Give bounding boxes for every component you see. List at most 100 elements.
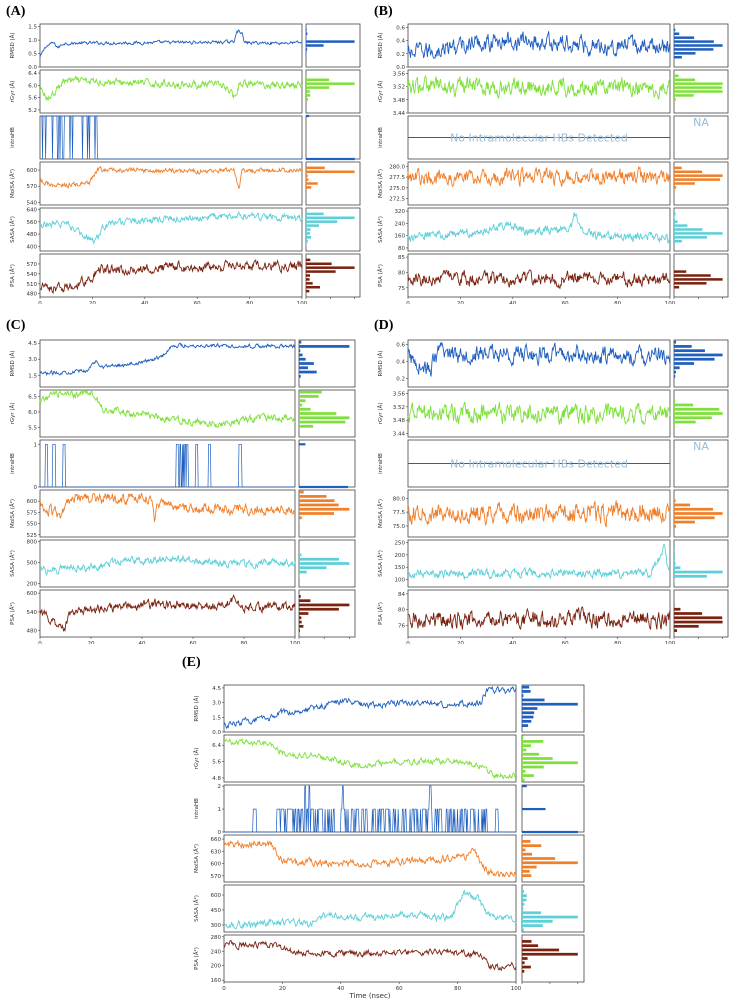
hist-bar bbox=[522, 690, 531, 693]
ylabel: PSA (Å²) bbox=[9, 602, 16, 625]
hist-bar bbox=[522, 969, 525, 973]
panel-b-label: (B) bbox=[374, 4, 393, 19]
plot-frame bbox=[39, 23, 303, 68]
hist-bar bbox=[306, 170, 355, 174]
xtick-label: 60 bbox=[194, 301, 201, 304]
hist-bar bbox=[522, 894, 527, 898]
ytick-label: 480 bbox=[27, 292, 38, 298]
hist-bar bbox=[522, 915, 578, 919]
panel-a: (A) RMSD (Å) 0.0 0.5 1.0 1.5 rGyr (Å) 5.2 5.6 6.… bbox=[4, 4, 362, 304]
ylabel: rGyr (Å) bbox=[9, 403, 16, 425]
plot-frame bbox=[223, 734, 517, 783]
ytick-label: 3.0 bbox=[212, 701, 221, 707]
series-line bbox=[407, 212, 671, 244]
ytick-label: 550 bbox=[27, 522, 38, 528]
hist-bar bbox=[522, 952, 578, 956]
xtick-label: 0 bbox=[406, 301, 410, 304]
hist-bar bbox=[674, 74, 679, 78]
hist-bar bbox=[674, 562, 676, 565]
hist-bar bbox=[674, 353, 723, 357]
ytick-label: 500 bbox=[27, 560, 38, 566]
hist-bar bbox=[299, 516, 302, 520]
ylabel: MolSA (Å²) bbox=[9, 499, 16, 528]
hist-bar bbox=[299, 499, 335, 503]
ytick-label: 660 bbox=[211, 837, 222, 843]
hist-bar bbox=[674, 403, 694, 407]
plot-frame bbox=[39, 253, 303, 298]
hist-bar bbox=[299, 629, 300, 632]
plot-frame bbox=[39, 489, 296, 538]
hist-bar bbox=[674, 579, 675, 582]
row-intraHB: intraHB No Intramolecular HBs Detected NA bbox=[378, 439, 729, 488]
hist-bar bbox=[674, 624, 699, 628]
plot-frame bbox=[39, 115, 303, 160]
hist-bar bbox=[674, 170, 703, 174]
row-intraHB: intraHB 0 1 bbox=[10, 439, 356, 491]
ytick-label: 3.52 bbox=[393, 85, 405, 91]
ytick-label: 510 bbox=[27, 282, 38, 288]
hist-bar bbox=[522, 852, 533, 856]
xtick-label: 0 bbox=[38, 301, 42, 304]
hist-bar bbox=[674, 499, 676, 503]
hist-bar bbox=[299, 553, 302, 557]
hist-frame bbox=[673, 539, 729, 588]
ylabel: SASA (Å²) bbox=[193, 895, 200, 922]
hist-bar bbox=[674, 374, 676, 378]
hist-bar bbox=[306, 186, 312, 189]
row-MolSA: MolSA (Å²) 540 570 600 bbox=[9, 161, 361, 206]
ylabel: SASA (Å²) bbox=[377, 216, 384, 243]
hist-frame bbox=[298, 439, 356, 488]
hist-bar bbox=[674, 239, 682, 243]
series-line bbox=[39, 28, 303, 58]
ytick-label: 3.48 bbox=[393, 418, 406, 424]
panel-d-chart: RMSD (Å) 0.2 0.4 0.6 rGyr (Å) 3.44 3.48 3.52 3.5… bbox=[377, 339, 729, 644]
xtick-label: 40 bbox=[509, 641, 516, 644]
ytick-label: 6.0 bbox=[28, 410, 37, 416]
hist-bar bbox=[299, 512, 334, 515]
hist-bar bbox=[306, 212, 324, 216]
hist-bar bbox=[299, 607, 339, 611]
row-intraHB: intraHB bbox=[10, 114, 361, 161]
hist-bar bbox=[306, 40, 355, 43]
hist-bar bbox=[306, 86, 330, 89]
row-PSA: PSA (Å²) 76 80 84 bbox=[377, 589, 729, 638]
hist-bar bbox=[674, 570, 723, 574]
row-intraHB: intraHB No Intramolecular HBs Detected NA bbox=[378, 115, 729, 160]
hist-bar bbox=[306, 98, 309, 101]
xtick-label: 80 bbox=[614, 301, 621, 304]
xtick-label: 100 bbox=[665, 641, 676, 644]
ylabel: SASA (Å²) bbox=[377, 550, 384, 577]
hist-bar bbox=[674, 90, 723, 93]
hist-bar bbox=[306, 178, 309, 181]
hist-bar bbox=[306, 228, 311, 231]
hist-bar bbox=[674, 212, 676, 216]
hist-bar bbox=[674, 82, 723, 85]
hist-bar bbox=[299, 503, 339, 507]
ytick-label: 80 bbox=[398, 608, 405, 614]
xtick-label: 100 bbox=[665, 301, 676, 304]
hist-bar bbox=[299, 612, 309, 615]
hist-bar bbox=[674, 524, 677, 528]
panel-b: (B) RMSD (Å) 0.0 0.2 0.4 0.6 rGyr (Å) 3.44 3.48… bbox=[372, 4, 730, 304]
hist-bar bbox=[674, 236, 707, 239]
hist-bar bbox=[674, 274, 711, 277]
hist-bar bbox=[299, 562, 350, 565]
ytick-label: 160 bbox=[211, 978, 222, 984]
hist-bar bbox=[522, 907, 524, 910]
hist-frame bbox=[305, 69, 361, 114]
ytick-label: 1 bbox=[218, 807, 222, 813]
hist-bar bbox=[674, 366, 680, 370]
ytick-label: 600 bbox=[211, 862, 222, 868]
hist-bar bbox=[522, 840, 531, 843]
hist-bar bbox=[299, 490, 304, 494]
ytick-label: 4.5 bbox=[28, 341, 37, 347]
ylabel: intraHB bbox=[378, 453, 384, 474]
series-line bbox=[39, 388, 296, 429]
hist-bar bbox=[674, 399, 676, 403]
na-text: NA bbox=[693, 440, 709, 453]
hist-bar bbox=[299, 399, 306, 403]
hist-bar bbox=[299, 557, 340, 561]
hist-bar bbox=[299, 599, 311, 603]
ytick-label: 525 bbox=[27, 533, 38, 539]
